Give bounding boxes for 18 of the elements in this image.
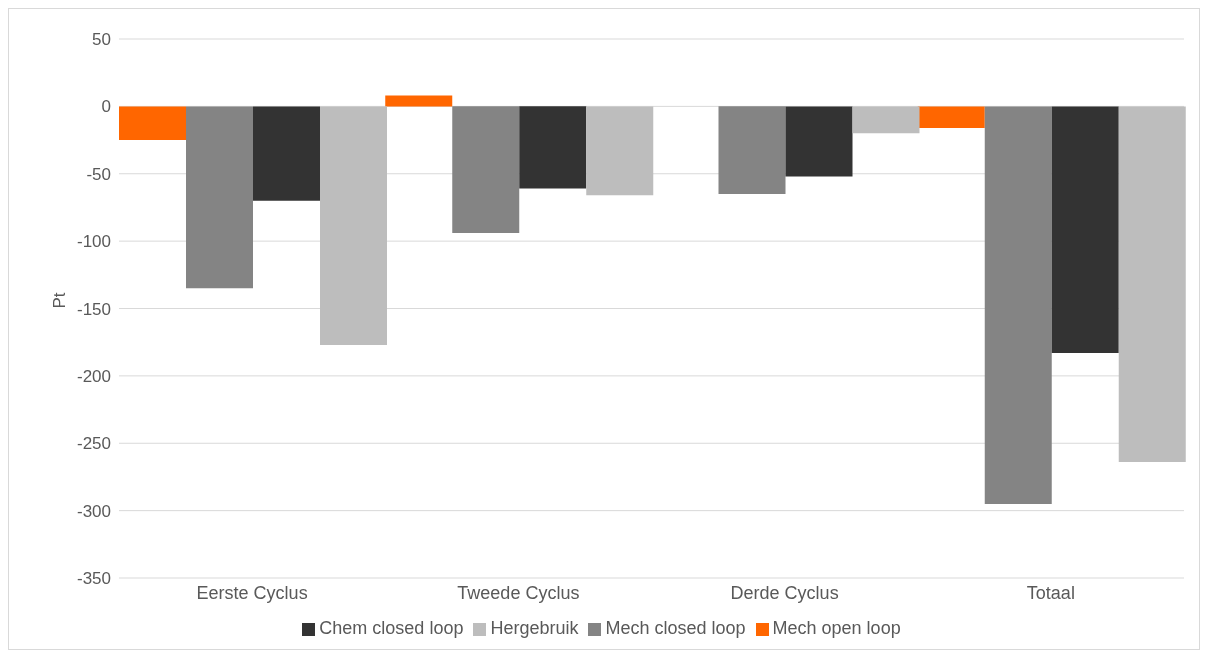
y-tick-label: 50 — [92, 30, 111, 50]
y-tick-label: -350 — [76, 569, 111, 589]
y-tick-label: -100 — [76, 232, 111, 252]
x-tick-label: Derde Cyclus — [730, 582, 839, 603]
y-tick-label: -200 — [76, 366, 111, 386]
legend-label: Hergebruik — [490, 618, 579, 638]
y-tick-label: -50 — [86, 164, 111, 184]
x-tick-label: Tweede Cyclus — [457, 582, 580, 603]
legend-label: Chem closed loop — [319, 618, 464, 638]
x-tick-label: Totaal — [1026, 582, 1075, 603]
y-tick-label: 0 — [101, 97, 111, 117]
x-tick-label: Eerste Cyclus — [196, 582, 308, 603]
y-tick-label: -300 — [76, 501, 111, 521]
y-tick-label: -250 — [76, 434, 111, 454]
y-axis-title: Pt — [50, 292, 70, 309]
legend-label: Mech open loop — [772, 618, 901, 638]
y-tick-label: -150 — [76, 299, 111, 319]
legend-label: Mech closed loop — [605, 618, 746, 638]
